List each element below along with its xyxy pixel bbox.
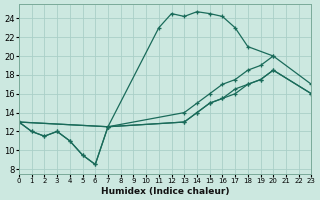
- X-axis label: Humidex (Indice chaleur): Humidex (Indice chaleur): [101, 187, 229, 196]
